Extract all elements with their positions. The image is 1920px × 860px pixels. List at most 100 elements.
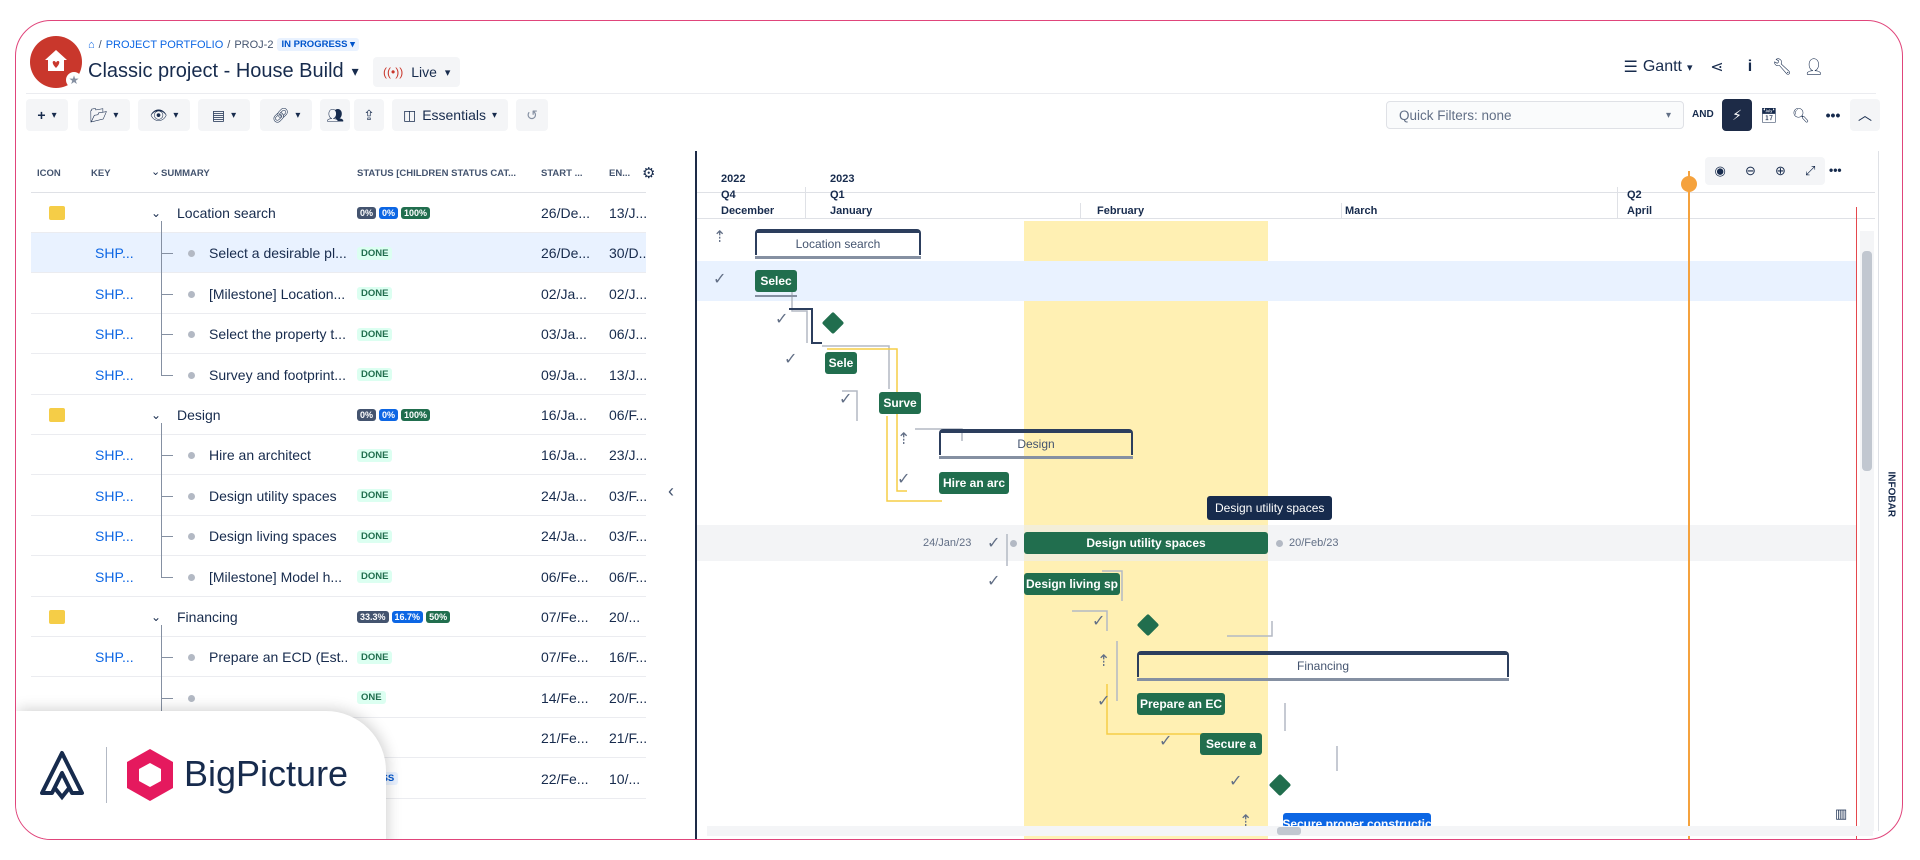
row-key[interactable]: SHP... bbox=[95, 326, 134, 343]
status-badge[interactable]: DONE bbox=[357, 448, 393, 462]
table-row[interactable]: SHP... [Milestone] Model h... DONE 06/Fe...… bbox=[31, 557, 647, 597]
collapse-grid-icon[interactable]: ‹ bbox=[668, 481, 674, 501]
today-marker[interactable] bbox=[1681, 176, 1697, 192]
user-icon[interactable]: 👤︎ bbox=[1803, 59, 1825, 76]
more-button[interactable]: ••• bbox=[1818, 99, 1848, 131]
info-icon[interactable]: i bbox=[1747, 58, 1753, 75]
table-row[interactable]: SHP... Design living spaces DONE 24/Ja... 03… bbox=[31, 516, 647, 557]
row-key[interactable]: SHP... bbox=[95, 245, 134, 262]
bar-select-property[interactable]: Sele bbox=[825, 352, 857, 374]
table-row[interactable]: SHP... [Milestone] Location... DONE 02/Ja..… bbox=[31, 274, 647, 314]
epic-design[interactable]: Design bbox=[939, 429, 1133, 459]
row-summary[interactable]: Design living spaces bbox=[209, 528, 337, 545]
star-icon[interactable]: ★ bbox=[66, 72, 82, 88]
bar-survey[interactable]: Surve bbox=[879, 392, 921, 414]
col-start[interactable]: START ... bbox=[541, 168, 583, 179]
table-row[interactable]: SHP... Hire an architect DONE 16/Ja... 23/J.… bbox=[31, 435, 647, 476]
table-row[interactable]: SHP... Survey and footprint... DONE 09/Ja..… bbox=[31, 355, 647, 395]
status-badge[interactable]: DONE bbox=[357, 650, 393, 664]
table-row[interactable]: SHP... Design utility spaces DONE 24/Ja... 0… bbox=[31, 476, 647, 516]
lightning-button[interactable]: ⚡︎ bbox=[1722, 99, 1752, 131]
row-summary[interactable]: [Milestone] Model h... bbox=[209, 568, 343, 585]
status-badge[interactable]: DONE bbox=[357, 489, 393, 503]
epic-row[interactable]: ⌄ Financing 33.3% 16.7% 50% 07/Fe... 20/... bbox=[31, 597, 646, 637]
row-summary[interactable]: Location search bbox=[177, 205, 276, 221]
folder-button[interactable]: 📂︎ ▾ bbox=[78, 99, 130, 131]
upload-icon[interactable]: ⇡ bbox=[897, 431, 911, 448]
chevron-down-icon[interactable]: ⌄ bbox=[151, 166, 161, 178]
map-icon[interactable]: ▥ bbox=[1835, 806, 1848, 821]
view-switcher[interactable]: ☰ Gantt ▾ bbox=[1624, 51, 1693, 83]
row-key[interactable]: SHP... bbox=[95, 285, 134, 302]
col-key[interactable]: KEY bbox=[91, 168, 111, 179]
project-status-badge[interactable]: IN PROGRESS ▾ bbox=[277, 38, 359, 51]
search-button[interactable]: 🔍︎ bbox=[1786, 99, 1816, 131]
zoom-in-icon[interactable]: ⊕ bbox=[1775, 163, 1786, 178]
epic-row[interactable]: ⌄ Location search 0% 0% 100% 26/De... 13/J... bbox=[31, 193, 647, 233]
and-toggle[interactable]: AND bbox=[1692, 109, 1714, 120]
calendar-button[interactable]: 📅︎ bbox=[1754, 99, 1784, 131]
chevron-down-icon[interactable]: ⌄ bbox=[151, 206, 162, 220]
status-badge[interactable]: DONE bbox=[357, 368, 393, 382]
row-key[interactable]: SHP... bbox=[95, 487, 134, 504]
page-title[interactable]: Classic project - House Build ▾ bbox=[88, 60, 359, 82]
infobar-panel[interactable]: INFOBAR bbox=[1878, 151, 1900, 831]
gantt-more-icon[interactable]: ••• bbox=[1829, 163, 1842, 177]
essentials-dropdown[interactable]: ◫ Essentials ▾ bbox=[392, 99, 508, 131]
status-badge[interactable]: DONE bbox=[357, 529, 393, 543]
share-icon[interactable]: ⋖ bbox=[1710, 59, 1724, 76]
row-summary[interactable]: Design bbox=[177, 407, 221, 423]
epic-location-search[interactable]: Location search bbox=[755, 229, 921, 259]
breadcrumb-project[interactable]: PROJ-2 bbox=[234, 38, 274, 51]
row-key[interactable]: SHP... bbox=[95, 528, 134, 545]
wrench-icon[interactable]: 🔧︎ bbox=[1771, 59, 1793, 76]
row-key[interactable]: SHP... bbox=[95, 447, 134, 464]
col-end[interactable]: EN... bbox=[609, 168, 631, 179]
horizontal-scrollbar[interactable] bbox=[707, 826, 1873, 836]
table-row[interactable]: SHP... Select a desirable pl... DONE 26/De.… bbox=[31, 233, 647, 274]
add-button[interactable]: + ▾ bbox=[26, 99, 68, 131]
live-button[interactable]: ((•)) Live ▾ bbox=[373, 57, 461, 87]
team-button[interactable]: 👥︎ bbox=[320, 99, 350, 131]
upload-icon[interactable]: ⇡ bbox=[1097, 653, 1111, 670]
chevron-down-icon[interactable]: ⌄ bbox=[151, 610, 162, 624]
epic-row[interactable]: ⌄ Design 0% 0% 100% 16/Ja... 06/F... bbox=[31, 395, 647, 435]
row-summary[interactable]: Financing bbox=[177, 609, 238, 625]
table-row[interactable]: ONE 14/Fe... 20/F... bbox=[31, 678, 647, 718]
target-icon[interactable]: ◉ bbox=[1714, 163, 1726, 178]
columns-button[interactable]: ▤ ▾ bbox=[198, 99, 250, 131]
vertical-scrollbar[interactable] bbox=[1860, 231, 1874, 831]
undo-button[interactable]: ↺ bbox=[516, 99, 548, 131]
row-summary[interactable]: Select the property t... bbox=[209, 326, 346, 343]
breadcrumb-portfolio[interactable]: PROJECT PORTFOLIO bbox=[105, 38, 224, 51]
zoom-out-icon[interactable]: ⊖ bbox=[1745, 163, 1756, 178]
expand-icon[interactable]: ⤢ bbox=[1805, 163, 1816, 178]
table-row[interactable]: SHP... Prepare an ECD (Est... DONE 07/Fe...… bbox=[31, 637, 647, 678]
bar-hire-architect[interactable]: Hire an arc bbox=[939, 472, 1009, 494]
link-button[interactable]: 🔗︎ ▾ bbox=[260, 99, 312, 131]
epic-financing[interactable]: Financing bbox=[1137, 651, 1509, 681]
row-key[interactable]: SHP... bbox=[95, 366, 134, 383]
row-summary[interactable]: Design utility spaces bbox=[209, 487, 337, 504]
row-summary[interactable]: Prepare an ECD (Est... bbox=[209, 649, 349, 666]
row-summary[interactable]: Select a desirable pl... bbox=[209, 245, 347, 262]
app-logo[interactable]: ★ bbox=[30, 36, 82, 88]
collapse-button[interactable]: ︿ bbox=[1850, 99, 1880, 131]
status-badge[interactable]: DONE bbox=[357, 287, 393, 301]
row-key[interactable]: SHP... bbox=[95, 568, 134, 585]
row-summary[interactable]: Hire an architect bbox=[209, 447, 311, 464]
status-badge[interactable]: DONE bbox=[357, 570, 393, 584]
bar-design-living[interactable]: Design living sp bbox=[1024, 573, 1120, 595]
bar-select-location[interactable]: Selec bbox=[755, 270, 797, 292]
upload-icon[interactable]: ⇡ bbox=[713, 229, 727, 246]
visibility-button[interactable]: 👁︎ ▾ bbox=[138, 99, 190, 131]
status-badge[interactable]: DONE bbox=[357, 327, 393, 341]
row-key[interactable]: SHP... bbox=[95, 649, 134, 666]
bar-design-utility[interactable]: Design utility spaces bbox=[1024, 532, 1268, 554]
upload-icon[interactable]: ⇡ bbox=[1239, 813, 1253, 830]
drag-handle-right[interactable] bbox=[1276, 540, 1283, 547]
chevron-down-icon[interactable]: ⌄ bbox=[151, 408, 162, 422]
settings-gear-icon[interactable]: ⚙ bbox=[642, 165, 656, 182]
col-status[interactable]: STATUS [CHILDREN STATUS CAT... bbox=[357, 168, 517, 179]
status-badge[interactable]: DONE bbox=[357, 246, 393, 260]
